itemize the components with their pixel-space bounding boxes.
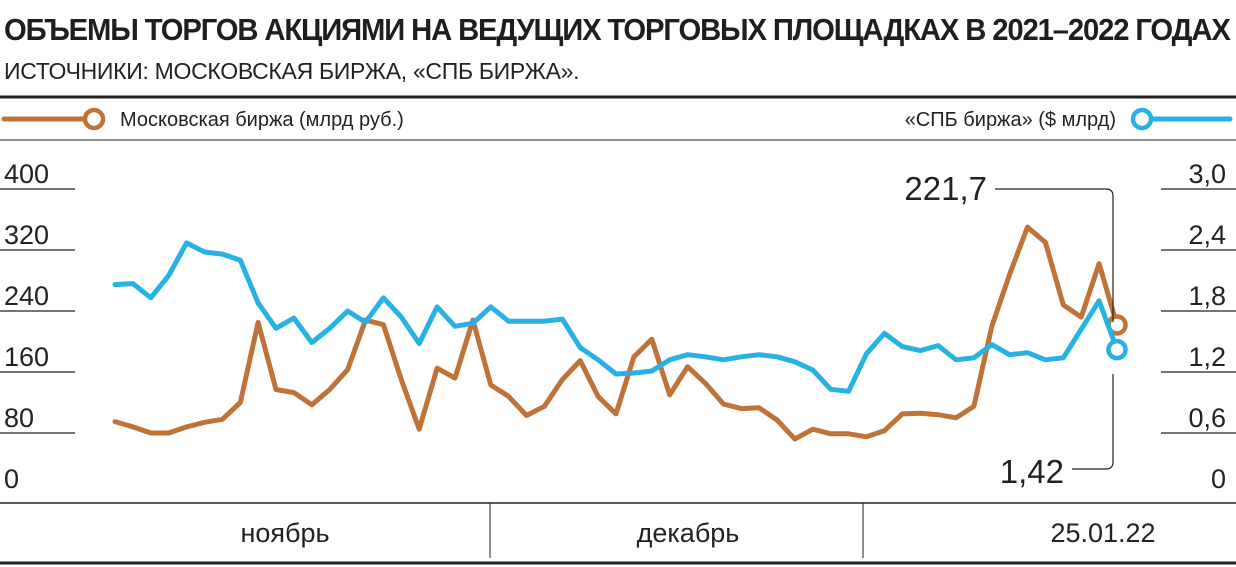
callout-value-moex: 221,7 <box>904 170 987 207</box>
left-tick-label: 400 <box>4 159 49 189</box>
left-tick-label: 80 <box>4 403 34 433</box>
left-tick-label: 160 <box>4 342 49 372</box>
right-tick-label: 1,8 <box>1188 281 1226 311</box>
end-marker-spb <box>1106 338 1128 361</box>
right-tick-label: 1,2 <box>1188 342 1226 372</box>
x-label-december: декабрь <box>637 518 740 548</box>
callout-leader-moex <box>995 188 1114 322</box>
legend-spb: «СПБ биржа» ($ млрд) <box>905 107 1233 131</box>
legend-label-spb: «СПБ биржа» ($ млрд) <box>905 109 1116 131</box>
left-tick-label: 320 <box>4 220 49 250</box>
legend-moex: Московская биржа (млрд руб.) <box>1 107 404 131</box>
left-y-axis: 0 80 160 240 320 400 <box>0 159 75 494</box>
callout-value-spb: 1,42 <box>1000 453 1064 490</box>
x-label-date: 25.01.22 <box>1050 518 1155 548</box>
chart-subtitle: ИСТОЧНИКИ: МОСКОВСКАЯ БИРЖА, «СПБ БИРЖА»… <box>4 58 580 84</box>
right-tick-label: 0,6 <box>1188 403 1226 433</box>
series-line-moex <box>112 224 1120 442</box>
left-tick-label: 240 <box>4 281 49 311</box>
x-label-november: ноябрь <box>240 518 329 548</box>
callout-leader-spb <box>1072 374 1114 470</box>
legend-label-moex: Московская биржа (млрд руб.) <box>120 109 404 131</box>
right-tick-label: 0 <box>1211 464 1226 494</box>
right-tick-label: 3,0 <box>1188 159 1226 189</box>
right-tick-label: 2,4 <box>1188 220 1226 250</box>
right-y-axis: 0 0,6 1,2 1,8 2,4 3,0 <box>1161 159 1236 494</box>
chart-title: ОБЪЕМЫ ТОРГОВ АКЦИЯМИ НА ВЕДУЩИХ ТОРГОВЫ… <box>4 12 1231 47</box>
series-line-spb <box>112 240 1120 394</box>
left-tick-label: 0 <box>4 464 19 494</box>
